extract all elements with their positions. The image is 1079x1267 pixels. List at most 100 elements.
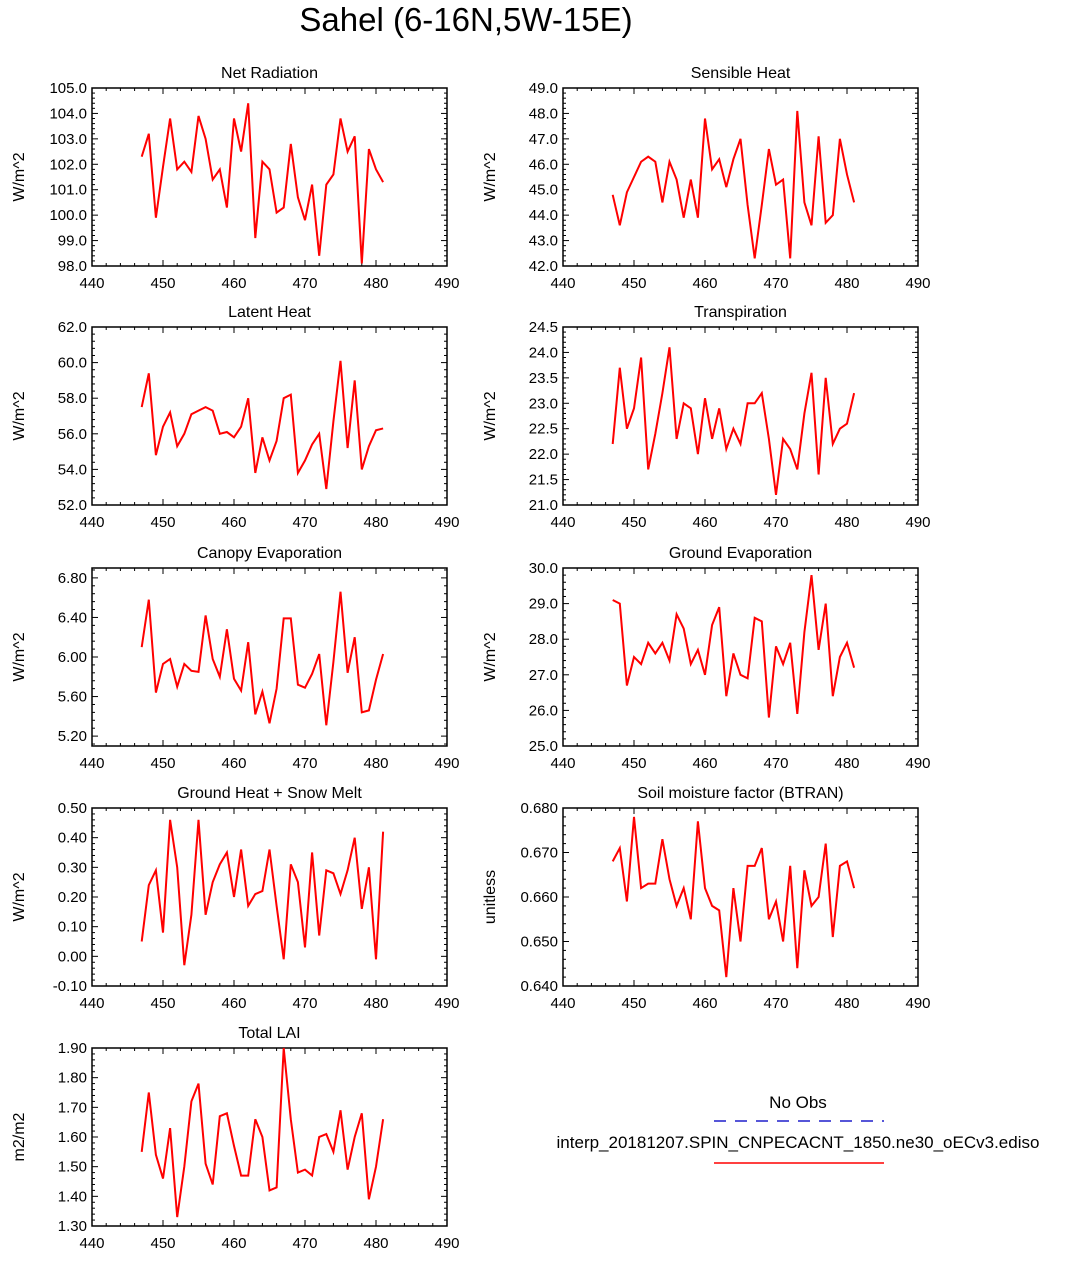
panel-3: Transpiration W/m^2 440 450 460 470 480 490 21.0… [482, 304, 931, 531]
x-tick-label: 450 [621, 995, 646, 1012]
y-tick-label: 0.670 [520, 845, 558, 862]
y-axis-label: W/m^2 [482, 152, 499, 201]
x-tick-label: 450 [621, 275, 646, 292]
y-tick-label: 103.0 [49, 131, 87, 148]
x-tick-label: 460 [221, 1235, 246, 1252]
x-tick-label: 490 [434, 995, 459, 1012]
x-tick-label: 490 [905, 275, 930, 292]
y-tick-label: 104.0 [49, 105, 87, 122]
x-tick-label: 470 [763, 514, 788, 531]
x-tick-label: 490 [905, 514, 930, 531]
x-tick-label: 490 [434, 275, 459, 292]
y-tick-label: 49.0 [529, 80, 558, 97]
x-tick-label: 440 [79, 755, 104, 772]
panel-4: Canopy Evaporation W/m^2 440 450 460 470 480 49… [11, 545, 460, 772]
x-tick-label: 490 [905, 755, 930, 772]
y-tick-label: 1.30 [58, 1218, 87, 1235]
x-tick-label: 460 [221, 275, 246, 292]
y-tick-label: 25.0 [529, 738, 558, 755]
x-tick-label: 480 [363, 275, 388, 292]
legend-model-label: interp_20181207.SPIN_CNPECACNT_1850.ne30… [557, 1133, 1040, 1152]
panel-1: Sensible Heat W/m^2 440 450 460 470 480 490 42.0… [482, 65, 931, 292]
y-tick-label: 98.0 [58, 258, 87, 275]
y-tick-label: 24.5 [529, 319, 558, 336]
series-line-model [611, 816, 856, 978]
y-tick-label: 44.0 [529, 207, 558, 224]
y-tick-label: 6.40 [58, 609, 87, 626]
figure-title: Sahel (6-16N,5W-15E) [299, 1, 632, 38]
y-tick-label: 28.0 [529, 631, 558, 648]
panel-title: Total LAI [238, 1025, 300, 1042]
x-tick-label: 440 [550, 514, 575, 531]
x-tick-label: 480 [363, 995, 388, 1012]
y-tick-label: 1.40 [58, 1188, 87, 1205]
x-tick-label: 490 [905, 995, 930, 1012]
y-tick-label: 24.0 [529, 344, 558, 361]
y-tick-label: 60.0 [58, 355, 87, 372]
y-tick-label: 0.680 [520, 800, 558, 817]
x-tick-label: 470 [763, 275, 788, 292]
x-tick-label: 490 [434, 755, 459, 772]
x-tick-label: 470 [292, 514, 317, 531]
panel-2: Latent Heat W/m^2 440 450 460 470 480 490 52.0 54… [11, 304, 460, 531]
y-tick-label: 21.5 [529, 472, 558, 489]
y-tick-label: 29.0 [529, 596, 558, 613]
y-tick-label: 6.00 [58, 649, 87, 666]
x-tick-label: 450 [150, 755, 175, 772]
y-tick-label: 105.0 [49, 80, 87, 97]
panel-title: Canopy Evaporation [197, 545, 342, 562]
y-tick-label: 43.0 [529, 233, 558, 250]
legend-obs-label: No Obs [769, 1093, 827, 1112]
series-line-model [140, 103, 384, 264]
x-tick-label: 450 [621, 755, 646, 772]
panel-title: Sensible Heat [691, 65, 791, 82]
y-tick-label: 62.0 [58, 319, 87, 336]
y-tick-label: 0.20 [58, 889, 87, 906]
panel-title: Soil moisture factor (BTRAN) [637, 785, 843, 802]
x-tick-label: 480 [363, 514, 388, 531]
x-tick-label: 480 [834, 995, 859, 1012]
x-tick-label: 490 [434, 514, 459, 531]
x-tick-label: 460 [692, 995, 717, 1012]
x-tick-label: 450 [150, 995, 175, 1012]
x-tick-label: 440 [79, 275, 104, 292]
panel-title: Transpiration [694, 304, 787, 321]
x-tick-label: 450 [621, 514, 646, 531]
y-tick-label: 23.5 [529, 370, 558, 387]
plot-frame [562, 567, 919, 747]
y-tick-label: 0.650 [520, 934, 558, 951]
series-line-model [140, 819, 385, 966]
x-tick-label: 470 [292, 995, 317, 1012]
y-axis-label: unitless [482, 870, 499, 924]
series-line-model [140, 591, 385, 726]
panel-5: Ground Evaporation W/m^2 440 450 460 470 480 49… [482, 545, 931, 772]
y-tick-label: 5.60 [58, 689, 87, 706]
y-tick-label: 102.0 [49, 156, 87, 173]
x-tick-label: 440 [79, 514, 104, 531]
y-tick-label: 1.90 [58, 1040, 87, 1057]
y-tick-label: 21.0 [529, 497, 558, 514]
panels: Net Radiation W/m^2 440 450 460 470 480 490 98.0… [11, 65, 931, 1252]
x-tick-label: 440 [550, 755, 575, 772]
legend: No Obs interp_20181207.SPIN_CNPECACNT_18… [557, 1093, 1040, 1164]
y-tick-label: 23.0 [529, 395, 558, 412]
y-tick-label: 1.60 [58, 1129, 87, 1146]
y-axis-label: W/m^2 [11, 632, 28, 681]
panel-6: Ground Heat + Snow Melt W/m^2 440 450 460 470… [11, 785, 460, 1012]
y-tick-label: 0.00 [58, 948, 87, 965]
x-tick-label: 440 [79, 1235, 104, 1252]
y-tick-label: -0.10 [53, 978, 87, 995]
panel-8: Total LAI m2/m2 440 450 460 470 480 490 1.30 1.40… [11, 1025, 460, 1252]
y-axis-label: m2/m2 [11, 1112, 28, 1161]
y-tick-label: 58.0 [58, 390, 87, 407]
y-axis-label: W/m^2 [482, 632, 499, 681]
x-tick-label: 470 [763, 755, 788, 772]
plot-frame [562, 87, 919, 267]
y-tick-label: 48.0 [529, 105, 558, 122]
y-tick-label: 0.50 [58, 800, 87, 817]
y-tick-label: 99.0 [58, 233, 87, 250]
x-tick-label: 440 [550, 275, 575, 292]
y-tick-label: 1.70 [58, 1099, 87, 1116]
panel-title: Latent Heat [228, 304, 311, 321]
